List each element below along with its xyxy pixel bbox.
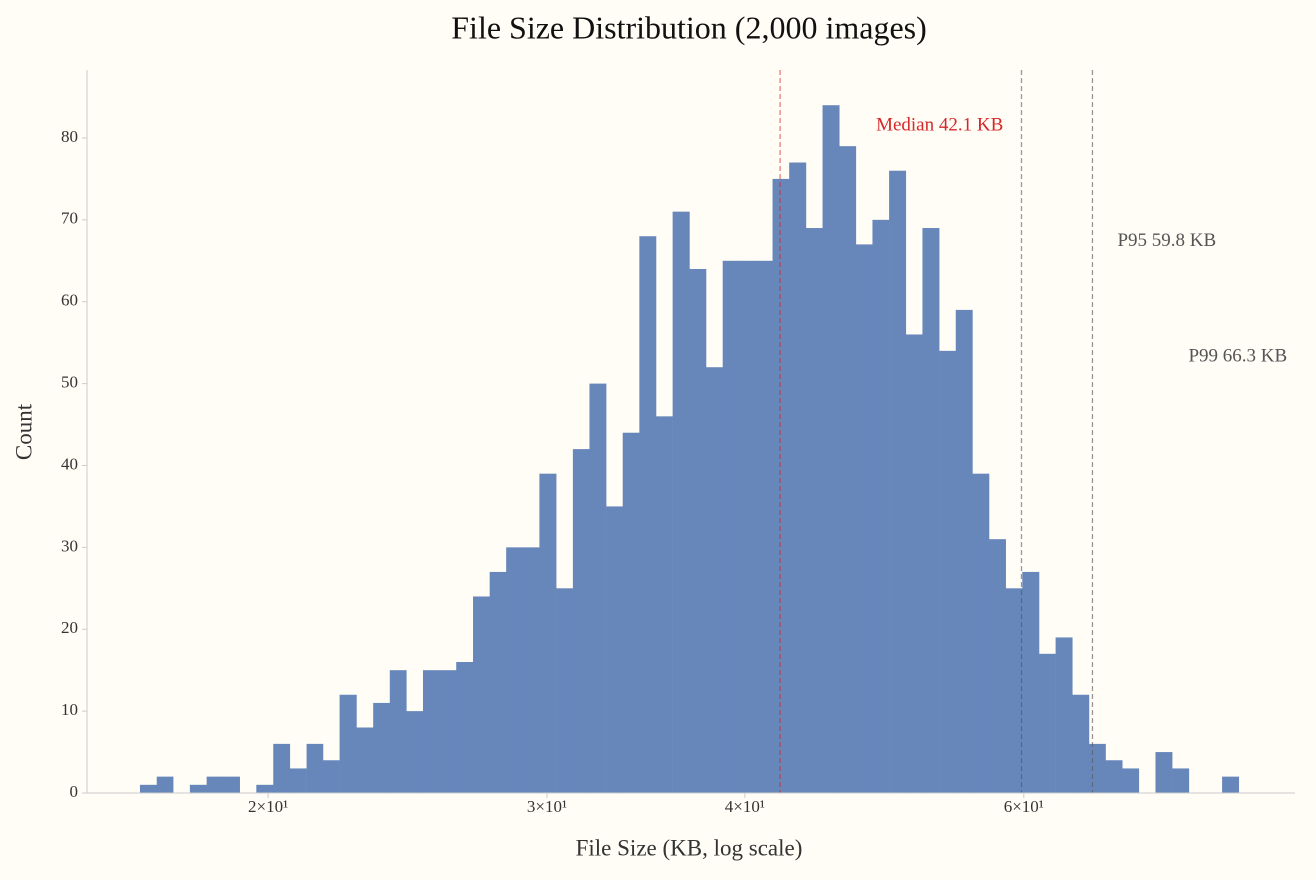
annotation: P95 59.8 KB xyxy=(1117,230,1216,251)
bar xyxy=(506,547,524,793)
bar xyxy=(922,228,940,793)
y-tick-label: 60 xyxy=(61,291,78,310)
bar xyxy=(1155,752,1173,793)
bar xyxy=(306,743,324,793)
bar xyxy=(988,539,1006,793)
bar xyxy=(206,776,224,793)
bar xyxy=(939,350,957,793)
bar xyxy=(256,784,274,793)
bar xyxy=(339,694,357,793)
bar xyxy=(473,596,490,793)
bar xyxy=(322,760,340,793)
bar xyxy=(705,367,724,793)
bar xyxy=(273,743,291,793)
bar xyxy=(589,383,607,793)
bar xyxy=(739,260,757,794)
chart-title: File Size Distribution (2,000 images) xyxy=(451,9,927,45)
y-tick-label: 20 xyxy=(61,618,78,637)
bar xyxy=(822,105,840,794)
bar xyxy=(373,702,391,793)
y-axis-label: Count xyxy=(11,403,36,460)
y-tick-label: 0 xyxy=(70,782,79,801)
x-tick-label: 2×10¹ xyxy=(248,797,288,816)
annotation: P99 66.3 KB xyxy=(1188,345,1287,366)
x-tick-label: 3×10¹ xyxy=(527,797,567,816)
y-tick-label: 10 xyxy=(61,700,78,719)
bar xyxy=(972,473,990,793)
bar xyxy=(456,661,474,793)
bar xyxy=(156,776,174,793)
x-axis-label: File Size (KB, log scale) xyxy=(576,835,803,860)
bar xyxy=(789,162,807,793)
bar xyxy=(755,260,773,794)
x-tick-label: 4×10¹ xyxy=(725,797,765,816)
bar xyxy=(406,711,424,793)
bar xyxy=(905,334,923,793)
y-tick-label: 80 xyxy=(61,127,78,146)
y-tick-label: 70 xyxy=(61,209,78,228)
bar xyxy=(955,309,973,793)
x-tick-label: 6×10¹ xyxy=(1004,797,1044,816)
bar xyxy=(1105,760,1123,793)
bar xyxy=(356,727,374,793)
bar xyxy=(1072,694,1090,793)
bar xyxy=(1172,768,1190,793)
bar xyxy=(556,588,574,793)
bar xyxy=(855,244,873,793)
bar xyxy=(672,211,690,793)
bar xyxy=(1005,588,1023,793)
bar xyxy=(655,416,673,793)
bar xyxy=(889,170,907,793)
bar xyxy=(839,146,857,793)
bar xyxy=(805,228,823,793)
bar xyxy=(289,768,307,793)
bar xyxy=(1038,653,1056,793)
bar xyxy=(139,784,158,793)
bar xyxy=(1055,637,1073,793)
bar xyxy=(1088,743,1106,793)
bar xyxy=(639,236,657,793)
bar xyxy=(606,506,624,793)
bar xyxy=(223,776,240,793)
annotation: Median 42.1 KB xyxy=(876,114,1003,135)
y-tick-label: 40 xyxy=(61,454,78,473)
bar xyxy=(539,473,557,793)
bar xyxy=(689,268,707,794)
bar xyxy=(389,670,407,793)
bar xyxy=(722,260,740,794)
bar xyxy=(1022,571,1040,793)
bar xyxy=(1122,768,1140,793)
bar xyxy=(522,547,540,793)
bar xyxy=(1222,776,1240,793)
bar xyxy=(439,670,457,793)
bar xyxy=(189,784,207,793)
y-tick-label: 50 xyxy=(61,373,78,392)
y-tick-label: 30 xyxy=(61,536,78,555)
bar xyxy=(622,432,640,793)
bar xyxy=(489,571,507,793)
bar xyxy=(872,219,890,793)
bar xyxy=(772,178,790,794)
bar xyxy=(422,670,440,793)
bar xyxy=(572,449,590,793)
